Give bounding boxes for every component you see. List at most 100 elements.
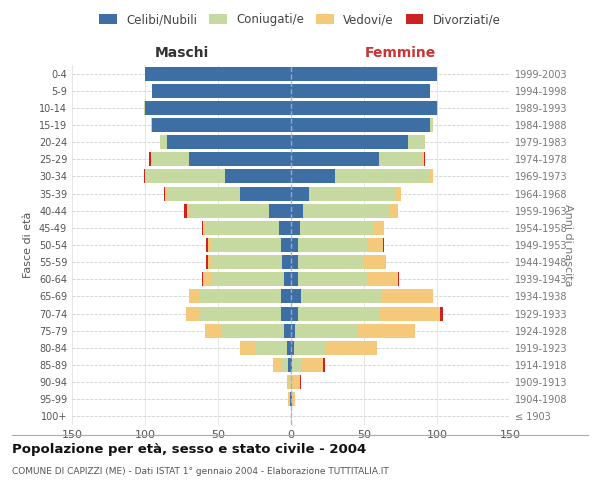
- Bar: [291, 118, 430, 132]
- Bar: [212, 255, 282, 269]
- Bar: [291, 84, 430, 98]
- Bar: [368, 272, 398, 286]
- Bar: [383, 238, 385, 252]
- Bar: [203, 221, 206, 235]
- Bar: [152, 84, 291, 98]
- Bar: [205, 324, 223, 338]
- Text: Maschi: Maschi: [154, 46, 209, 60]
- Bar: [437, 101, 439, 115]
- Bar: [302, 204, 390, 218]
- Bar: [202, 221, 203, 235]
- Bar: [291, 186, 308, 200]
- Bar: [280, 221, 291, 235]
- Bar: [145, 101, 291, 115]
- Bar: [294, 341, 326, 355]
- Text: COMUNE DI CAPIZZI (ME) - Dati ISTAT 1° gennaio 2004 - Elaborazione TUTTITALIA.IT: COMUNE DI CAPIZZI (ME) - Dati ISTAT 1° g…: [12, 468, 389, 476]
- Bar: [288, 358, 291, 372]
- Bar: [290, 392, 291, 406]
- Bar: [308, 186, 396, 200]
- Bar: [281, 238, 291, 252]
- Bar: [149, 152, 151, 166]
- Bar: [291, 272, 298, 286]
- Bar: [187, 204, 189, 218]
- Bar: [206, 255, 208, 269]
- Bar: [291, 392, 292, 406]
- Bar: [143, 170, 145, 183]
- Bar: [211, 238, 281, 252]
- Bar: [206, 238, 208, 252]
- Bar: [269, 204, 291, 218]
- Bar: [440, 306, 443, 320]
- Bar: [160, 135, 167, 149]
- Text: Femmine: Femmine: [365, 46, 436, 60]
- Bar: [145, 66, 291, 80]
- Bar: [298, 272, 368, 286]
- Bar: [323, 358, 325, 372]
- Bar: [301, 290, 382, 304]
- Text: Popolazione per età, sesso e stato civile - 2004: Popolazione per età, sesso e stato civil…: [12, 442, 366, 456]
- Bar: [364, 255, 386, 269]
- Bar: [281, 306, 291, 320]
- Bar: [298, 255, 364, 269]
- Bar: [152, 118, 291, 132]
- Bar: [145, 170, 226, 183]
- Bar: [373, 221, 385, 235]
- Bar: [422, 152, 424, 166]
- Bar: [356, 324, 415, 338]
- Bar: [282, 255, 291, 269]
- Bar: [291, 238, 298, 252]
- Y-axis label: Anni di nascita: Anni di nascita: [563, 204, 573, 286]
- Bar: [291, 66, 437, 80]
- Bar: [282, 358, 288, 372]
- Bar: [382, 290, 433, 304]
- Bar: [430, 118, 433, 132]
- Bar: [291, 324, 295, 338]
- Bar: [287, 375, 290, 389]
- Y-axis label: Fasce di età: Fasce di età: [23, 212, 33, 278]
- Bar: [298, 306, 379, 320]
- Bar: [298, 238, 368, 252]
- Bar: [189, 290, 200, 304]
- Bar: [335, 170, 430, 183]
- Bar: [281, 290, 291, 304]
- Bar: [295, 324, 356, 338]
- Bar: [186, 306, 200, 320]
- Bar: [301, 358, 323, 372]
- Bar: [284, 272, 291, 286]
- Bar: [290, 375, 291, 389]
- Bar: [291, 410, 292, 424]
- Bar: [208, 238, 211, 252]
- Bar: [379, 152, 422, 166]
- Bar: [291, 358, 292, 372]
- Bar: [291, 204, 302, 218]
- Bar: [254, 341, 287, 355]
- Bar: [167, 186, 240, 200]
- Bar: [164, 186, 166, 200]
- Bar: [326, 341, 377, 355]
- Bar: [152, 152, 189, 166]
- Bar: [208, 255, 212, 269]
- Bar: [292, 375, 300, 389]
- Bar: [284, 324, 291, 338]
- Bar: [396, 186, 401, 200]
- Bar: [408, 135, 425, 149]
- Bar: [300, 375, 301, 389]
- Bar: [291, 152, 379, 166]
- Bar: [143, 101, 145, 115]
- Bar: [424, 152, 425, 166]
- Bar: [203, 272, 211, 286]
- Bar: [151, 118, 152, 132]
- Bar: [184, 204, 187, 218]
- Bar: [223, 324, 284, 338]
- Bar: [291, 170, 335, 183]
- Bar: [206, 221, 280, 235]
- Bar: [300, 221, 373, 235]
- Bar: [291, 290, 301, 304]
- Bar: [226, 170, 291, 183]
- Bar: [398, 272, 399, 286]
- Bar: [240, 341, 254, 355]
- Legend: Celibi/Nubili, Coniugati/e, Vedovi/e, Divorziati/e: Celibi/Nubili, Coniugati/e, Vedovi/e, Di…: [95, 8, 505, 31]
- Bar: [202, 272, 203, 286]
- Bar: [291, 135, 408, 149]
- Bar: [291, 306, 298, 320]
